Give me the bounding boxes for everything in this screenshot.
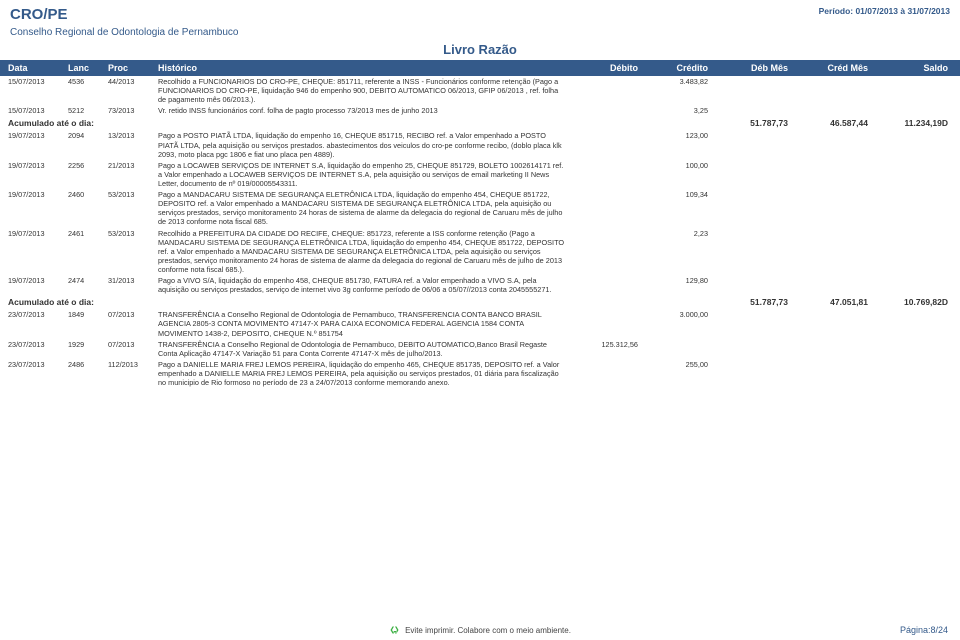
cell-cred: 2,23 [638, 229, 708, 238]
cell-cred: 3,25 [638, 106, 708, 115]
cell-lanc: 1929 [68, 340, 108, 349]
accum-cred-mes: 47.051,81 [788, 297, 868, 307]
cell-hist: Recolhido a FUNCIONARIOS DO CRO-PE, CHEQ… [158, 77, 568, 104]
cell-data: 23/07/2013 [8, 340, 68, 349]
col-data: Data [8, 63, 68, 73]
footer-message: Evite imprimir. Colabore com o meio ambi… [405, 626, 571, 635]
cell-data: 19/07/2013 [8, 161, 68, 170]
cell-hist: TRANSFERÊNCIA a Conselho Regional de Odo… [158, 310, 568, 337]
table-row: 15/07/2013 4536 44/2013 Recolhido a FUNC… [0, 76, 960, 105]
page-number: Página:8/24 [900, 625, 948, 635]
cell-proc: 44/2013 [108, 77, 158, 86]
col-cred: Crédito [638, 63, 708, 73]
accumulated-row: Acumulado até o dia: 51.787,73 47.051,81… [0, 295, 960, 309]
cell-cred: 3.000,00 [638, 310, 708, 319]
report-title: Livro Razão [0, 42, 960, 57]
accum-label: Acumulado até o dia: [8, 297, 568, 307]
cell-data: 23/07/2013 [8, 310, 68, 319]
cell-lanc: 2474 [68, 276, 108, 285]
col-deb: Débito [568, 63, 638, 73]
col-deb-mes: Déb Mês [708, 63, 788, 73]
cell-data: 19/07/2013 [8, 229, 68, 238]
cell-deb: 125.312,56 [568, 340, 638, 349]
col-cred-mes: Créd Mês [788, 63, 868, 73]
cell-hist: TRANSFERÊNCIA a Conselho Regional de Odo… [158, 340, 568, 358]
cell-lanc: 2460 [68, 190, 108, 199]
cell-lanc: 2461 [68, 229, 108, 238]
cell-lanc: 1849 [68, 310, 108, 319]
cell-hist: Vr. retido INSS funcionários conf. folha… [158, 106, 568, 115]
table-row: 19/07/2013 2256 21/2013 Pago a LOCAWEB S… [0, 160, 960, 189]
accum-saldo: 10.769,82D [868, 297, 948, 307]
cell-proc: 73/2013 [108, 106, 158, 115]
cell-cred: 109,34 [638, 190, 708, 199]
period-label: Período: 01/07/2013 à 31/07/2013 [819, 6, 950, 23]
org-code: CRO/PE [10, 6, 68, 23]
cell-proc: 07/2013 [108, 340, 158, 349]
cell-proc: 112/2013 [108, 360, 158, 369]
table-row: 19/07/2013 2461 53/2013 Recolhido a PREF… [0, 228, 960, 276]
table-row: 19/07/2013 2474 31/2013 Pago a VIVO S/A,… [0, 275, 960, 295]
table-row: 23/07/2013 2486 112/2013 Pago a DANIELLE… [0, 359, 960, 388]
cell-lanc: 2094 [68, 131, 108, 140]
accum-label: Acumulado até o dia: [8, 118, 568, 128]
recycle-icon [389, 624, 401, 636]
cell-hist: Pago a POSTO PIATÃ LTDA, liquidação do e… [158, 131, 568, 158]
accum-deb-mes: 51.787,73 [708, 118, 788, 128]
accumulated-row: Acumulado até o dia: 51.787,73 46.587,44… [0, 116, 960, 130]
accum-deb-mes: 51.787,73 [708, 297, 788, 307]
cell-hist: Pago a VIVO S/A, liquidação do empenho 4… [158, 276, 568, 294]
cell-hist: Pago a MANDACARU SISTEMA DE SEGURANÇA EL… [158, 190, 568, 226]
col-proc: Proc [108, 63, 158, 73]
cell-lanc: 5212 [68, 106, 108, 115]
cell-lanc: 4536 [68, 77, 108, 86]
table-row: 23/07/2013 1849 07/2013 TRANSFERÊNCIA a … [0, 309, 960, 338]
org-name: Conselho Regional de Odontologia de Pern… [0, 23, 960, 40]
cell-data: 19/07/2013 [8, 190, 68, 199]
cell-hist: Pago a LOCAWEB SERVIÇOS DE INTERNET S.A,… [158, 161, 568, 188]
footer: Evite imprimir. Colabore com o meio ambi… [0, 624, 960, 636]
cell-data: 23/07/2013 [8, 360, 68, 369]
cell-data: 19/07/2013 [8, 276, 68, 285]
cell-proc: 13/2013 [108, 131, 158, 140]
cell-data: 15/07/2013 [8, 77, 68, 86]
col-lanc: Lanc [68, 63, 108, 73]
cell-proc: 53/2013 [108, 190, 158, 199]
cell-cred: 100,00 [638, 161, 708, 170]
cell-proc: 07/2013 [108, 310, 158, 319]
cell-cred: 123,00 [638, 131, 708, 140]
cell-proc: 31/2013 [108, 276, 158, 285]
cell-lanc: 2486 [68, 360, 108, 369]
cell-proc: 53/2013 [108, 229, 158, 238]
accum-cred-mes: 46.587,44 [788, 118, 868, 128]
cell-cred: 129,80 [638, 276, 708, 285]
table-row: 19/07/2013 2460 53/2013 Pago a MANDACARU… [0, 189, 960, 227]
table-header: Data Lanc Proc Histórico Débito Crédito … [0, 60, 960, 76]
table-row: 23/07/2013 1929 07/2013 TRANSFERÊNCIA a … [0, 339, 960, 359]
cell-data: 15/07/2013 [8, 106, 68, 115]
cell-proc: 21/2013 [108, 161, 158, 170]
table-row: 19/07/2013 2094 13/2013 Pago a POSTO PIA… [0, 130, 960, 159]
cell-cred: 255,00 [638, 360, 708, 369]
table-row: 15/07/2013 5212 73/2013 Vr. retido INSS … [0, 105, 960, 116]
cell-hist: Pago a DANIELLE MARIA FREJ LEMOS PEREIRA… [158, 360, 568, 387]
cell-lanc: 2256 [68, 161, 108, 170]
col-hist: Histórico [158, 63, 568, 73]
cell-hist: Recolhido a PREFEITURA DA CIDADE DO RECI… [158, 229, 568, 275]
cell-cred: 3.483,82 [638, 77, 708, 86]
accum-saldo: 11.234,19D [868, 118, 948, 128]
col-saldo: Saldo [868, 63, 948, 73]
cell-data: 19/07/2013 [8, 131, 68, 140]
